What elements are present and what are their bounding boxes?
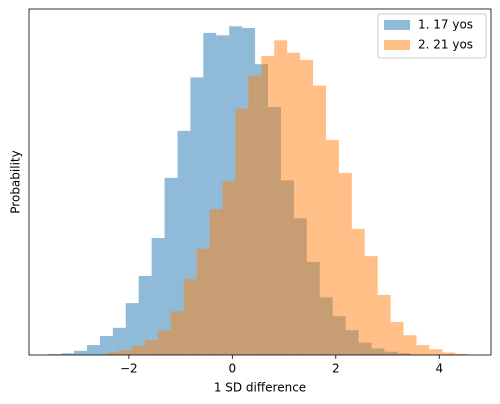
- bar: [48, 354, 62, 355]
- bar: [112, 327, 126, 355]
- bar: [74, 350, 87, 355]
- bar: [442, 352, 456, 355]
- bar: [416, 345, 430, 355]
- bar: [261, 55, 275, 355]
- bar: [300, 60, 314, 355]
- bar: [403, 335, 417, 355]
- bar: [325, 139, 339, 355]
- bar: [429, 349, 443, 355]
- x-axis-label: 1 SD difference: [214, 381, 306, 395]
- bar: [99, 336, 113, 355]
- legend-swatch: [384, 20, 410, 30]
- bar: [377, 294, 391, 355]
- bar: [125, 303, 139, 355]
- bar: [183, 279, 197, 355]
- bar: [106, 352, 120, 355]
- bar: [157, 330, 171, 355]
- bar: [390, 322, 404, 355]
- bar: [86, 345, 100, 355]
- bar: [138, 275, 152, 355]
- y-axis-label: Probability: [9, 150, 23, 213]
- bar: [170, 311, 184, 355]
- bar: [455, 353, 469, 355]
- bar: [196, 248, 210, 355]
- bar: [61, 353, 75, 355]
- legend-swatch: [384, 40, 410, 50]
- bar: [274, 40, 288, 356]
- bar: [131, 345, 145, 355]
- bar: [338, 172, 352, 355]
- bar: [151, 238, 165, 355]
- x-tick-label: 4: [435, 362, 443, 376]
- plot-frame: [28, 8, 492, 356]
- bar: [119, 350, 132, 355]
- bar: [248, 75, 262, 355]
- bar: [209, 209, 223, 355]
- bar: [364, 256, 378, 355]
- bar: [222, 181, 236, 355]
- x-tick-label: −2: [120, 362, 138, 376]
- legend-label: 1. 17 yos: [418, 18, 473, 32]
- bar: [164, 177, 178, 355]
- bar: [351, 228, 365, 355]
- legend-label: 2. 21 yos: [418, 38, 473, 52]
- bar: [313, 85, 326, 355]
- x-tick-label: 0: [229, 362, 237, 376]
- x-tick-label: 2: [332, 362, 340, 376]
- bar: [235, 108, 249, 355]
- bar: [144, 340, 158, 355]
- bar: [287, 52, 301, 356]
